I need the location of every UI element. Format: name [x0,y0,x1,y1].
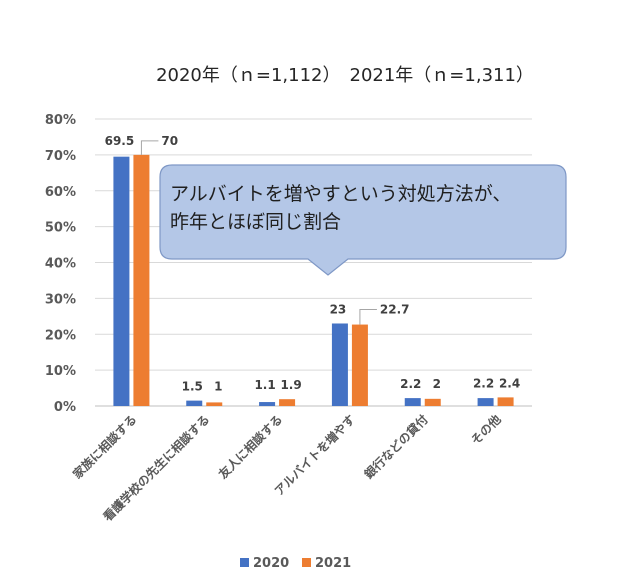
chart-title: 2020年（ｎ=1,112） 2021年（ｎ=1,311） [156,65,534,86]
legend-label-2021: 2021 [315,556,351,571]
data-label-2021: 2.4 [499,376,520,390]
bar-2020-4 [404,398,421,406]
callout-text: アルバイトを増やすという対処方法が、昨年とほぼ同じ割合 [170,183,511,233]
bar-2021-5 [497,397,514,406]
y-tick-label: 70% [45,149,76,164]
legend-swatch-2021 [302,558,311,567]
category-label: アルバイトを増やす [271,412,358,499]
y-tick-label: 50% [45,221,76,236]
callout: アルバイトを増やすという対処方法が、昨年とほぼ同じ割合 [159,164,567,276]
y-tick-label: 80% [45,113,76,128]
bar-2021-2 [279,399,296,406]
category-label: 銀行などの貸付 [360,412,431,483]
data-label-2021: 1 [214,380,222,394]
data-labels: 69.5 70 1.5 1 1.1 1.9 23 22.7 2.2 2 2.2 2.4 [105,134,521,394]
data-label-2020: 2.2 [400,377,421,391]
data-label-2021: 1.9 [280,378,301,392]
bar-2020-2 [259,402,276,406]
leader-line [140,140,159,155]
category-label: その他 [468,412,504,448]
bar-2021-4 [424,398,441,406]
y-tick-label: 40% [45,257,76,272]
legend-swatch-2020 [240,558,249,567]
data-label-2020: 2.2 [473,376,494,390]
y-tick-label: 0% [54,400,76,415]
data-label-2021: 70 [161,134,178,148]
legend-label-2020: 2020 [253,556,289,571]
data-label-2021: 22.7 [380,302,410,316]
bar-2020-3 [331,323,348,406]
callout-bubble [159,164,567,276]
category-label: 友人に相談する [214,412,285,483]
bars [113,154,514,406]
y-tick-label: 60% [45,185,76,200]
y-tick-label: 30% [45,292,76,307]
y-tick-label: 20% [45,328,76,343]
data-label-2020: 23 [330,302,347,316]
bar-2021-1 [206,402,223,406]
bar-2020-5 [477,398,494,406]
bar-2020-1 [186,400,203,406]
legend: 2020 2021 [240,556,351,571]
y-axis-ticks: 0% 10% 20% 30% 40% 50% 60% 70% 80% [45,113,76,415]
data-label-2020: 1.1 [254,378,275,392]
y-tick-label: 10% [45,364,76,379]
category-label: 家族に相談する [70,412,140,482]
data-label-2021: 2 [433,377,441,391]
data-label-2020: 1.5 [182,380,203,394]
bar-2020-0 [113,156,130,406]
data-label-2020: 69.5 [105,134,135,148]
bar-2021-3 [351,324,368,406]
leader-line [359,308,377,325]
bar-2021-0 [133,154,150,406]
